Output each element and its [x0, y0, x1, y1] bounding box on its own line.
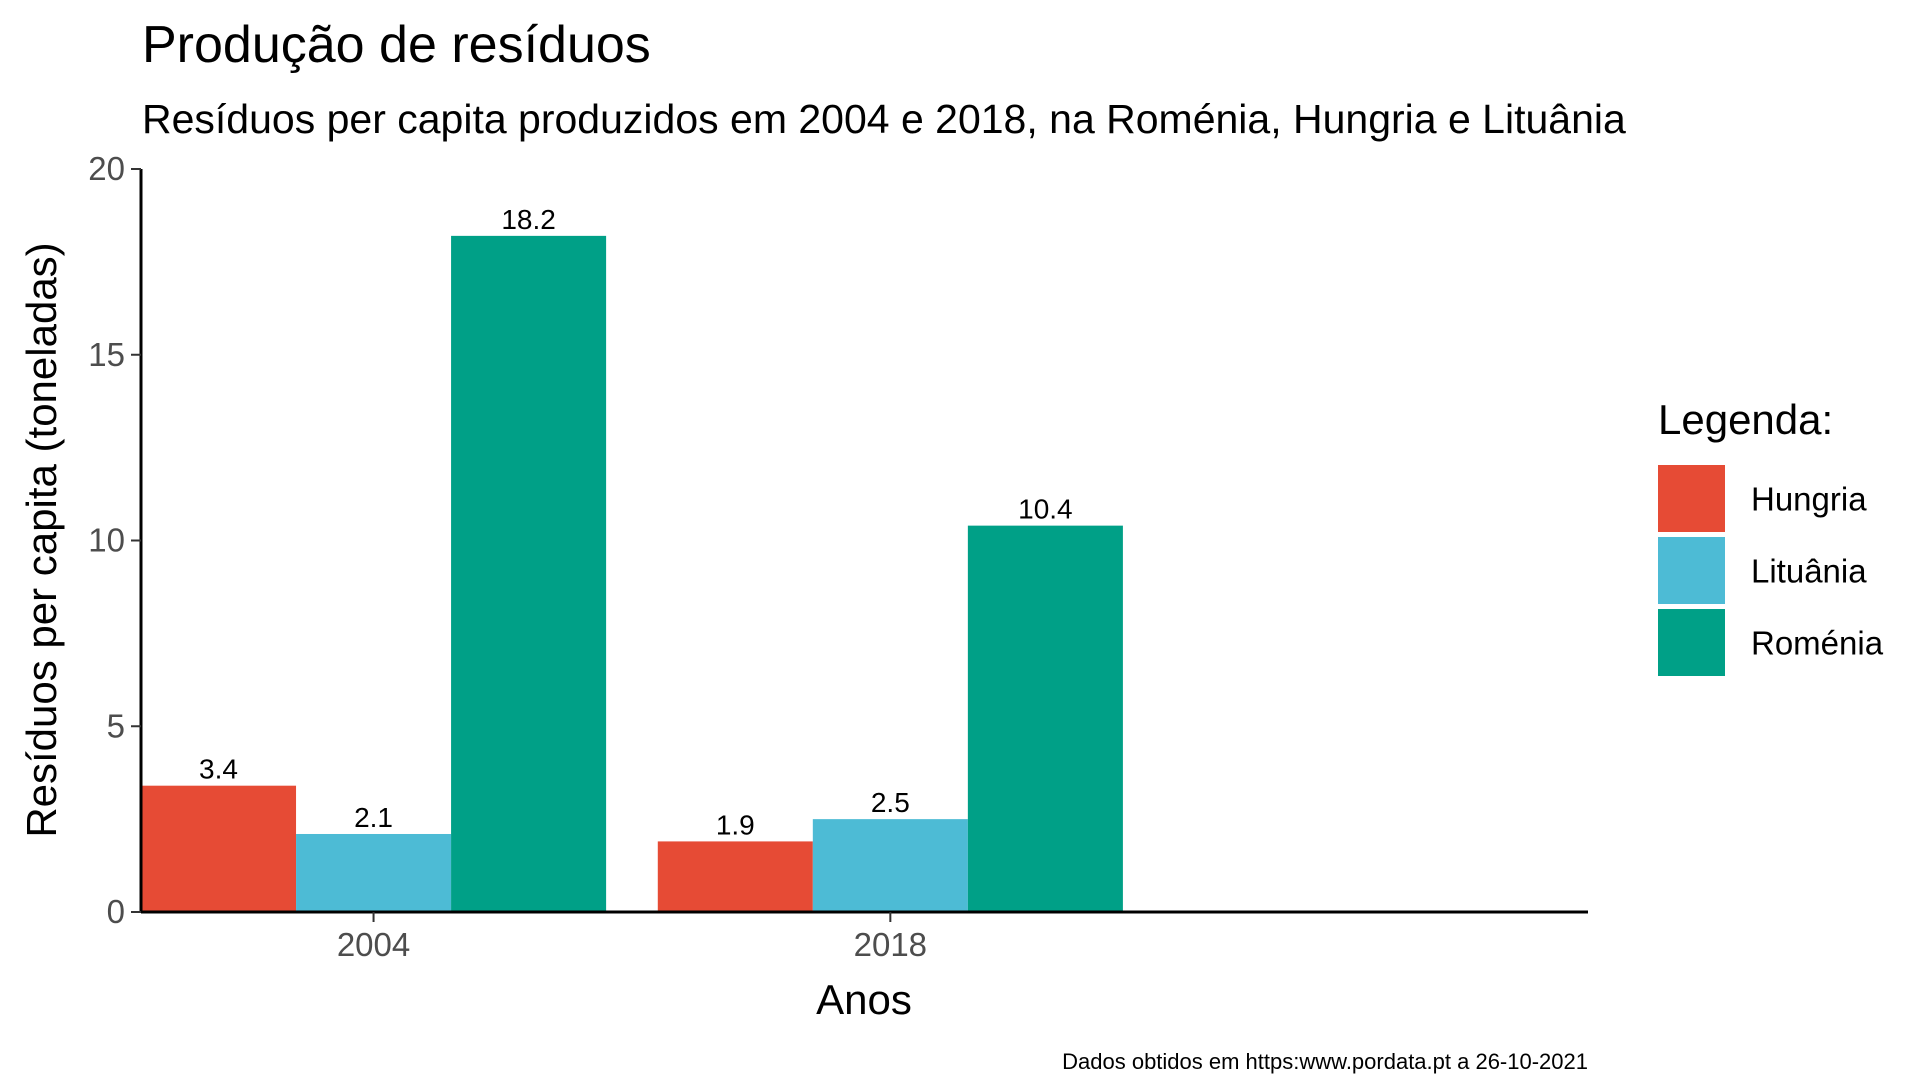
legend: Hungria Lituânia Roménia [1658, 465, 1884, 676]
legend-key-roménia [1658, 609, 1725, 676]
legend-key-lituânia [1658, 537, 1725, 604]
data-label-hungria-2004: 3.4 [199, 754, 238, 785]
y-tick-label-10: 10 [88, 522, 125, 559]
legend-title: Legenda: [1658, 396, 1833, 443]
bar-lituânia-2004 [296, 833, 452, 912]
legend-label-hungria: Hungria [1751, 481, 1867, 518]
y-tick-label-20: 20 [88, 150, 125, 187]
y-tick-label-0: 0 [107, 893, 125, 930]
data-label-roménia-2004: 18.2 [501, 204, 556, 235]
chart-caption: Dados obtidos em https:www.pordata.pt a … [1062, 1049, 1588, 1074]
y-axis-ticks: 0 5 10 15 20 [88, 150, 141, 930]
bar-hungria-2004 [141, 785, 297, 912]
chart-subtitle: Resíduos per capita produzidos em 2004 e… [142, 96, 1626, 142]
data-label-hungria-2018: 1.9 [716, 809, 755, 840]
data-label-lituânia-2018: 2.5 [871, 787, 910, 818]
data-label-roménia-2018: 10.4 [1018, 494, 1073, 525]
x-axis-title: Anos [816, 976, 912, 1023]
y-tick-label-15: 15 [88, 336, 125, 373]
x-tick-label-2004: 2004 [337, 926, 410, 963]
legend-label-lituânia: Lituânia [1751, 553, 1867, 590]
bar-lituânia-2018 [812, 819, 968, 913]
y-tick-label-5: 5 [107, 707, 125, 744]
bar-roménia-2004 [451, 235, 607, 912]
legend-key-hungria [1658, 465, 1725, 532]
bars-layer [141, 235, 1123, 913]
x-axis-ticks: 2004 2018 [337, 912, 927, 963]
bar-hungria-2018 [657, 841, 813, 912]
data-labels-layer: 3.4 2.1 18.2 1.9 2.5 10.4 [199, 204, 1073, 841]
chart-title: Produção de resíduos [142, 16, 651, 74]
bar-roménia-2018 [967, 525, 1123, 912]
legend-label-roménia: Roménia [1751, 625, 1884, 662]
data-label-lituânia-2004: 2.1 [354, 802, 393, 833]
y-axis-title: Resíduos per capita (toneladas) [18, 242, 65, 837]
x-tick-label-2018: 2018 [854, 926, 927, 963]
